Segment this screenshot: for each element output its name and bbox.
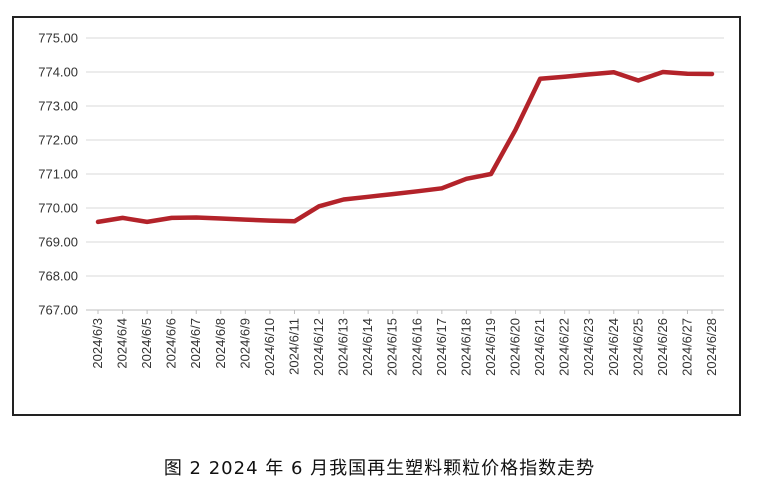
x-tick-label: 2024/6/20 xyxy=(508,318,523,376)
x-tick-label: 2024/6/13 xyxy=(336,318,351,376)
x-tick-label: 2024/6/4 xyxy=(115,318,130,369)
data-point xyxy=(440,186,444,190)
data-point xyxy=(636,79,640,83)
data-point xyxy=(538,77,542,81)
y-tick-label: 767.00 xyxy=(38,303,78,318)
x-tick-label: 2024/6/26 xyxy=(655,318,670,376)
x-tick-label: 2024/6/25 xyxy=(630,318,645,376)
y-tick-label: 770.00 xyxy=(38,201,78,216)
y-tick-label: 775.00 xyxy=(38,31,78,46)
data-point xyxy=(514,128,518,132)
x-tick-label: 2024/6/28 xyxy=(704,318,719,376)
data-point xyxy=(366,195,370,199)
data-point xyxy=(121,216,125,220)
data-point xyxy=(391,192,395,196)
x-tick-label: 2024/6/10 xyxy=(262,318,277,376)
x-tick-label: 2024/6/22 xyxy=(557,318,572,376)
x-tick-label: 2024/6/17 xyxy=(434,318,449,376)
data-point xyxy=(489,172,493,176)
x-tick-label: 2024/6/11 xyxy=(286,318,301,375)
y-tick-label: 772.00 xyxy=(38,133,78,148)
x-tick-label: 2024/6/5 xyxy=(139,318,154,369)
x-tick-label: 2024/6/23 xyxy=(581,318,596,376)
x-tick-label: 2024/6/18 xyxy=(458,318,473,376)
data-point xyxy=(219,217,223,221)
data-point xyxy=(317,204,321,208)
data-point xyxy=(612,70,616,74)
x-tick-label: 2024/6/21 xyxy=(532,318,547,376)
x-tick-label: 2024/6/12 xyxy=(311,318,326,376)
x-tick-label: 2024/6/6 xyxy=(164,318,179,369)
data-point xyxy=(464,177,468,181)
data-point xyxy=(710,72,714,76)
x-tick-label: 2024/6/16 xyxy=(409,318,424,376)
y-tick-label: 771.00 xyxy=(38,167,78,182)
y-tick-label: 773.00 xyxy=(38,99,78,114)
x-tick-label: 2024/6/15 xyxy=(385,318,400,376)
x-tick-label: 2024/6/9 xyxy=(237,318,252,369)
data-point xyxy=(268,219,272,223)
x-tick-label: 2024/6/27 xyxy=(679,318,694,376)
data-point xyxy=(563,75,567,79)
data-point xyxy=(661,70,665,74)
x-tick-label: 2024/6/8 xyxy=(213,318,228,369)
figure-caption: 图 2 2024 年 6 月我国再生塑料颗粒价格指数走势 xyxy=(163,458,596,479)
data-point xyxy=(685,72,689,76)
y-tick-label: 769.00 xyxy=(38,235,78,250)
data-point xyxy=(292,219,296,223)
data-point xyxy=(194,216,198,220)
y-tick-label: 774.00 xyxy=(38,65,78,80)
line-chart: 767.00 768.00 769.00 770.00 771.00 772.00 773.… xyxy=(38,31,724,376)
chart-frame: 767.00 768.00 769.00 770.00 771.00 772.00 773.… xyxy=(12,16,741,416)
data-point xyxy=(96,220,100,224)
x-tick-label: 2024/6/3 xyxy=(90,318,105,369)
x-tick-label: 2024/6/14 xyxy=(360,318,375,376)
grid-layer xyxy=(86,37,724,311)
x-tick-label: 2024/6/19 xyxy=(483,318,498,376)
data-point xyxy=(587,72,591,76)
series-layer xyxy=(95,69,715,225)
y-tick-label: 768.00 xyxy=(38,269,78,284)
x-tick-label: 2024/6/7 xyxy=(188,318,203,369)
series-line xyxy=(95,69,715,225)
data-point xyxy=(415,189,419,193)
data-point xyxy=(243,218,247,222)
x-axis: 2024/6/3 2024/6/4 2024/6/5 2024/6/6 2024/6/7… xyxy=(86,309,724,376)
data-point xyxy=(342,198,346,202)
x-tick-label: 2024/6/24 xyxy=(606,318,621,376)
data-point xyxy=(170,216,174,220)
data-point xyxy=(145,220,149,224)
y-axis: 767.00 768.00 769.00 770.00 771.00 772.00 773.… xyxy=(38,31,78,318)
